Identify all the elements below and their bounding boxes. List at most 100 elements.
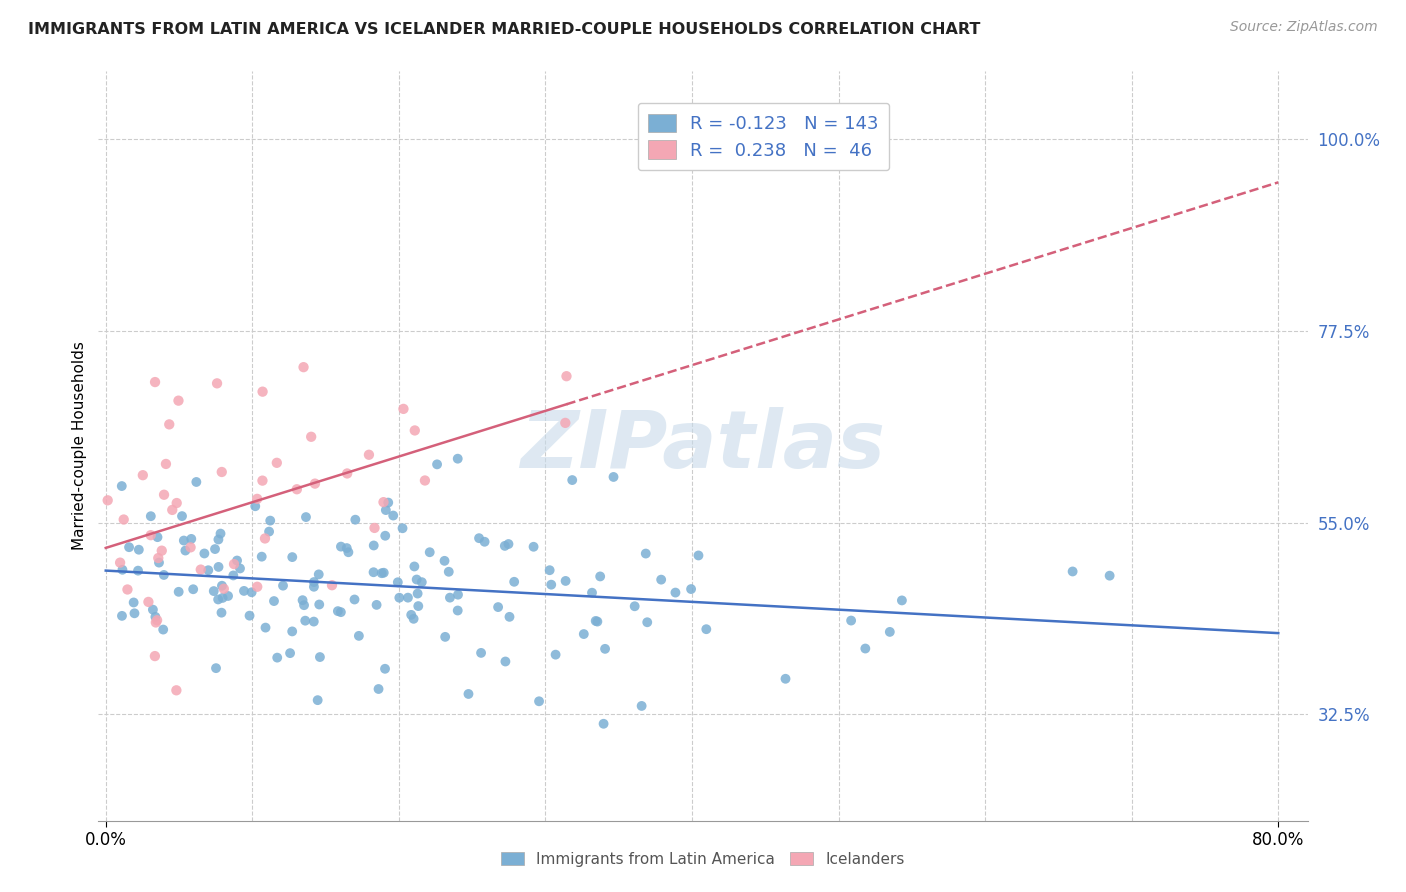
Point (155, 457, 177, 471)
Point (266, 650, 288, 665)
Point (97, 493, 120, 508)
Point (308, 598, 330, 612)
Point (252, 384, 274, 399)
Point (634, 547, 657, 561)
Point (630, 698, 652, 713)
Point (302, 580, 325, 594)
Point (589, 569, 612, 583)
Point (470, 646, 492, 660)
Point (879, 624, 901, 639)
Point (329, 540, 352, 554)
Point (153, 568, 176, 582)
Point (118, 540, 141, 554)
Point (302, 615, 325, 629)
Point (437, 565, 460, 579)
Point (222, 557, 245, 571)
Point (457, 687, 479, 701)
Point (254, 621, 277, 635)
Point (170, 509, 193, 524)
Point (406, 586, 429, 600)
Point (309, 650, 332, 665)
Point (636, 615, 658, 630)
Point (367, 681, 389, 696)
Point (695, 622, 717, 636)
Point (374, 662, 396, 676)
Point (392, 401, 415, 416)
Point (285, 482, 308, 496)
Point (165, 683, 187, 698)
Point (344, 513, 367, 527)
Point (434, 630, 457, 644)
Point (382, 508, 405, 523)
Point (204, 542, 226, 557)
Point (252, 474, 274, 488)
Point (146, 613, 169, 627)
Y-axis label: Married-couple Households: Married-couple Households (72, 342, 87, 550)
Point (408, 599, 430, 613)
Point (186, 475, 208, 489)
Point (377, 495, 399, 509)
Point (593, 641, 616, 656)
Point (307, 693, 329, 707)
Point (561, 473, 583, 487)
Point (326, 604, 349, 618)
Point (853, 641, 876, 656)
Point (245, 500, 267, 514)
Point (447, 603, 470, 617)
Point (292, 360, 315, 375)
Point (148, 556, 170, 570)
Point (373, 566, 395, 580)
Point (357, 448, 380, 462)
Point (387, 575, 409, 590)
Point (143, 649, 166, 664)
Point (426, 458, 449, 472)
Point (150, 543, 173, 558)
Point (292, 598, 315, 612)
Point (240, 585, 263, 599)
Point (402, 612, 425, 626)
Point (157, 417, 180, 432)
Point (592, 716, 614, 731)
Point (250, 549, 273, 564)
Point (1062, 565, 1084, 579)
Point (238, 608, 260, 623)
Point (304, 476, 326, 491)
Point (212, 582, 235, 596)
Point (494, 655, 516, 669)
Point (152, 623, 174, 637)
Point (139, 509, 162, 524)
Point (229, 561, 252, 575)
Point (111, 608, 134, 623)
Point (127, 564, 149, 578)
Point (399, 607, 422, 622)
Point (211, 591, 233, 605)
Point (540, 577, 562, 591)
Point (498, 610, 520, 624)
Point (180, 532, 202, 546)
Point (148, 551, 170, 566)
Point (271, 579, 294, 593)
Point (233, 583, 256, 598)
Point (202, 584, 225, 599)
Point (112, 512, 135, 526)
Point (554, 574, 576, 588)
Point (146, 530, 169, 544)
Point (413, 474, 436, 488)
Point (572, 627, 595, 641)
Point (336, 541, 359, 555)
Point (363, 566, 385, 580)
Point (370, 566, 392, 581)
Point (281, 550, 304, 565)
Point (404, 424, 426, 438)
Point (143, 375, 166, 389)
Text: Source: ZipAtlas.com: Source: ZipAtlas.com (1230, 20, 1378, 34)
Point (602, 470, 624, 484)
Point (257, 524, 280, 539)
Point (391, 521, 413, 535)
Point (688, 549, 710, 563)
Point (190, 563, 212, 577)
Point (132, 468, 155, 483)
Point (498, 537, 520, 551)
Point (266, 456, 288, 470)
Point (388, 591, 411, 605)
